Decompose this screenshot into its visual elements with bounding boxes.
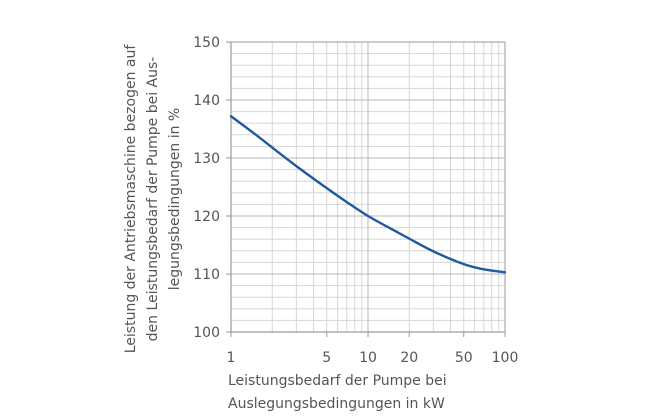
axes [226,41,506,337]
x-tick-label: 20 [400,350,418,366]
x-tick-label: 100 [492,350,519,366]
x-tick-label: 10 [359,350,377,366]
axis-labels: Leistung der Antriebsmaschine bezogen au… [123,44,447,412]
series-line [229,115,507,274]
y-axis-label: Leistung der Antriebsmaschine bezogen au… [123,44,183,354]
y-axis-label-line: Leistung der Antriebsmaschine bezogen au… [123,44,139,354]
y-tick-label: 120 [193,209,220,225]
y-tick-label: 150 [193,35,220,51]
x-tick-label: 50 [455,350,473,366]
tick-labels: 100 110 120 130 140 150 1 5 10 20 50 100 [193,35,518,366]
x-tick-label: 5 [322,350,331,366]
y-tick-label: 110 [193,267,220,283]
x-axis-label: Leistungsbedarf der Pumpe bei Auslegungsb… [228,373,447,412]
x-axis-label-line: Leistungsbedarf der Pumpe bei [228,373,447,389]
y-tick-label: 140 [193,93,220,109]
y-axis-label-line: den Leistungsbedarf der Pumpe bei Aus- [145,57,161,342]
series-layer [229,115,507,274]
x-axis-label-line: Auslegungsbedingungen in kW [228,396,445,412]
grid [231,42,505,332]
y-tick-label: 100 [193,325,220,341]
x-tick-label: 1 [227,350,236,366]
y-tick-label: 130 [193,151,220,167]
y-axis-label-line: legungsbedingungen in % [167,108,183,290]
